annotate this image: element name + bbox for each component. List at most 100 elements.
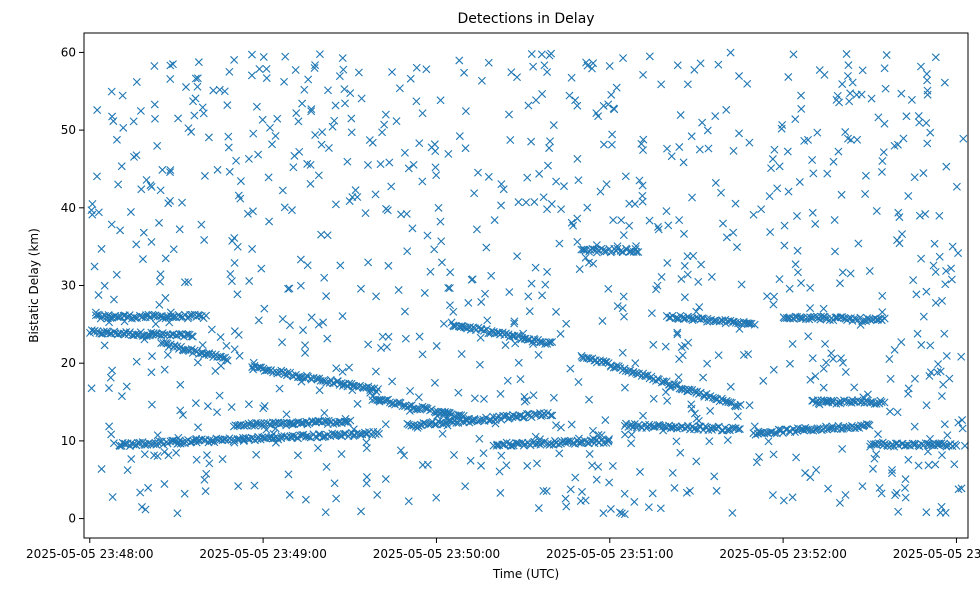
- data-point: [503, 376, 512, 385]
- data-point: [464, 298, 473, 307]
- data-point: [378, 128, 387, 137]
- data-point: [158, 165, 167, 174]
- data-point: [673, 61, 682, 70]
- data-point: [412, 63, 421, 72]
- data-point: [292, 109, 301, 118]
- data-point: [707, 272, 716, 281]
- data-point: [536, 435, 545, 444]
- data-point: [677, 343, 686, 352]
- data-point: [152, 330, 161, 339]
- data-point: [114, 313, 123, 322]
- data-point: [155, 277, 164, 286]
- data-point: [916, 62, 925, 71]
- data-point: [843, 424, 852, 433]
- data-point: [926, 341, 935, 350]
- data-point: [204, 133, 213, 142]
- data-point: [791, 260, 800, 269]
- data-point: [880, 314, 889, 323]
- data-point: [144, 483, 153, 492]
- data-point: [296, 431, 305, 440]
- data-point: [606, 504, 615, 513]
- data-point: [562, 319, 571, 328]
- data-point: [484, 58, 493, 67]
- data-point: [692, 414, 701, 423]
- data-point: [914, 461, 923, 470]
- data-point: [952, 441, 961, 450]
- data-point: [671, 422, 680, 431]
- data-point: [608, 461, 617, 470]
- data-point: [311, 131, 320, 139]
- data-point: [589, 434, 598, 443]
- data-point: [588, 426, 597, 435]
- data-point: [676, 111, 685, 120]
- data-point: [208, 350, 217, 359]
- data-point: [594, 462, 603, 471]
- data-point: [383, 206, 392, 215]
- data-point: [907, 95, 916, 104]
- data-point: [455, 132, 464, 141]
- data-point: [555, 449, 564, 458]
- data-point: [401, 334, 410, 343]
- data-point: [210, 438, 219, 447]
- data-point: [795, 177, 804, 186]
- data-point: [223, 356, 232, 365]
- data-point: [605, 478, 614, 487]
- data-point: [958, 416, 967, 425]
- data-point: [846, 89, 855, 98]
- data-point: [91, 311, 100, 320]
- data-point: [801, 469, 810, 478]
- data-point: [148, 352, 156, 361]
- data-point: [510, 319, 519, 328]
- data-point: [548, 337, 557, 346]
- data-point: [385, 158, 394, 167]
- data-point: [299, 326, 308, 335]
- data-point: [607, 90, 616, 99]
- data-point: [248, 207, 257, 216]
- data-point: [476, 333, 485, 342]
- data-point: [432, 341, 441, 350]
- data-point: [671, 314, 680, 323]
- data-point: [150, 100, 159, 109]
- y-tick-label: 0: [68, 512, 76, 526]
- data-point: [160, 480, 169, 489]
- data-point: [604, 284, 613, 293]
- data-point: [940, 329, 949, 338]
- data-point: [894, 507, 903, 516]
- data-point: [574, 378, 583, 386]
- data-point: [908, 439, 917, 448]
- data-point: [579, 245, 588, 254]
- data-point: [346, 416, 355, 425]
- data-point: [364, 258, 373, 267]
- data-point: [306, 179, 315, 188]
- data-point: [285, 321, 294, 330]
- data-point: [834, 147, 843, 156]
- data-point: [733, 402, 742, 411]
- data-point: [806, 304, 815, 313]
- data-point: [434, 417, 443, 426]
- data-point: [271, 424, 280, 433]
- data-point: [166, 196, 175, 205]
- data-point: [791, 115, 800, 124]
- data-point: [793, 268, 802, 277]
- data-point: [858, 482, 867, 491]
- data-point: [361, 209, 370, 218]
- data-point: [198, 341, 207, 350]
- data-point: [426, 267, 435, 276]
- data-point: [531, 263, 540, 272]
- data-point: [537, 50, 546, 59]
- data-point: [705, 437, 714, 446]
- data-point: [234, 482, 243, 491]
- data-point: [858, 66, 867, 75]
- data-point: [865, 421, 874, 430]
- data-point: [458, 322, 467, 331]
- data-point: [252, 450, 261, 459]
- data-point: [304, 75, 313, 84]
- data-point: [499, 185, 508, 194]
- data-point: [788, 493, 797, 502]
- data-point: [351, 186, 360, 195]
- data-point: [904, 455, 913, 464]
- data-point: [114, 180, 123, 189]
- data-point: [688, 316, 697, 325]
- data-point: [827, 349, 836, 358]
- data-point: [307, 107, 316, 116]
